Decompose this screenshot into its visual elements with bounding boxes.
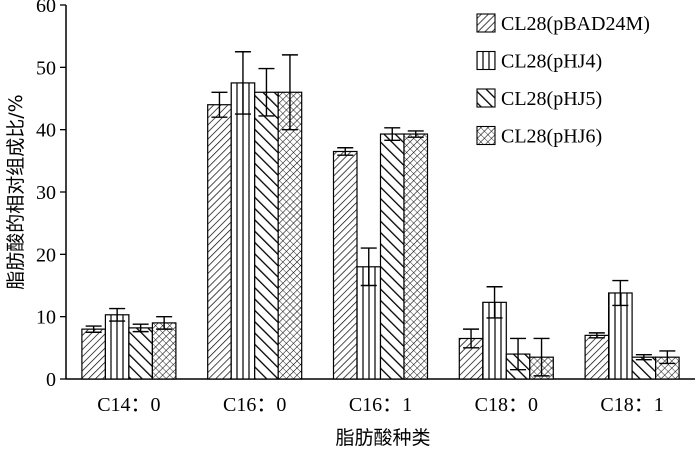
y-axis-title: 脂肪酸的相对组成比/% [5,94,27,289]
x-tick-label: C18：0 [475,394,538,416]
bar [403,133,429,380]
y-tick-labels: 0 10 20 30 40 50 60 [36,0,56,391]
legend: CL28(pBAD24M) CL28(pHJ4) CL28(pHJ5) CL28(pH… [476,13,650,148]
x-tick-labels: C14：0 C16：0 C16：1 C18：0 C18：1 [97,394,664,416]
legend-swatch [476,125,496,146]
legend-swatch [476,88,496,108]
bar [81,328,107,380]
legend-label: CL28(pHJ6) [501,126,602,148]
bar [151,322,177,380]
x-axis-title: 脂肪酸种类 [335,427,430,449]
bar [254,91,279,380]
y-tick-label: 40 [36,120,56,142]
bar [584,334,610,380]
y-tick-label: 0 [46,369,56,391]
legend-swatch [476,50,496,71]
bar [207,104,232,380]
x-tick-label: C18：1 [600,394,663,416]
bar [379,133,405,380]
bar [277,91,303,380]
x-tick-label: C16：0 [223,394,286,416]
error-bars-group [85,51,676,377]
bar [631,356,657,380]
x-tick-label: C16：1 [349,394,412,416]
bar [104,314,130,380]
legend-swatch [476,13,496,33]
legend-label: CL28(pHJ5) [501,88,602,110]
x-tick-label: C14：0 [97,394,160,416]
bar [128,327,153,380]
bars-group [81,82,680,380]
y-tick-label: 30 [36,182,56,204]
bar [332,150,358,380]
legend-label: CL28(pBAD24M) [501,13,650,35]
bar [230,82,256,380]
y-tick-label: 10 [36,307,56,329]
y-tick-label: 60 [36,0,56,17]
y-tick-label: 50 [36,57,56,79]
y-tick-label: 20 [36,244,56,266]
legend-label: CL28(pHJ4) [501,51,602,73]
